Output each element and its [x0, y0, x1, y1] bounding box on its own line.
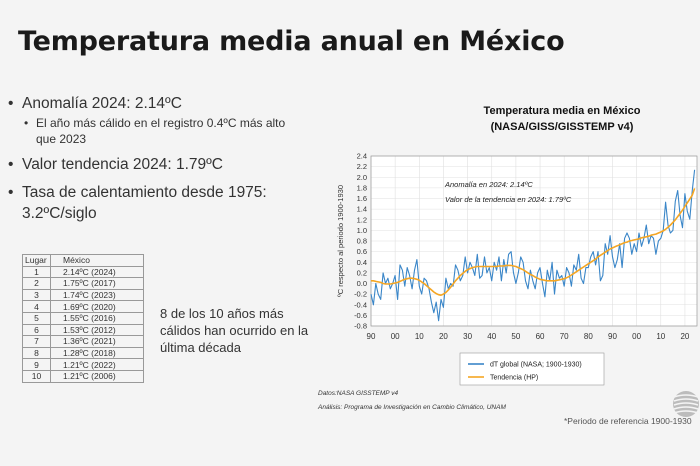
- y-tick-label: -0.4: [354, 300, 367, 309]
- value-cell: 1.21ºC (2006): [50, 369, 144, 383]
- x-tick-label: 50: [511, 332, 520, 341]
- y-tick-label: -0.8: [354, 322, 367, 331]
- annotation-anomaly: Anomalía en 2024: 2.14ºC: [444, 180, 533, 189]
- table-row: 3 1.74ºC (2023): [22, 288, 144, 302]
- table-row: 7 1.36ºC (2021): [22, 335, 144, 348]
- y-tick-label: 2.4: [357, 152, 367, 161]
- legend-label-dt-global: dT global (NASA; 1900-1930): [490, 362, 582, 369]
- table-row: 6 1.53ºC (2012): [22, 323, 144, 337]
- x-tick-label: 90: [367, 332, 376, 341]
- bullet-list: Anomalía 2024: 2.14ºC El año más cálido …: [8, 94, 308, 224]
- series-line-dt-global: [370, 169, 696, 322]
- x-tick-label: 60: [536, 332, 545, 341]
- y-tick-label: 1.8: [357, 183, 367, 192]
- x-tick-label: 20: [439, 332, 448, 341]
- decade-note: 8 de los 10 años más cálidos han ocurrid…: [160, 306, 309, 355]
- globe-logo-icon: [673, 391, 699, 417]
- y-tick-label: 1.0: [357, 226, 367, 235]
- table-header-row: Lugar México: [22, 254, 144, 267]
- x-tick-label: 40: [487, 332, 496, 341]
- series-line-trend: [371, 188, 696, 297]
- legend-box: [459, 352, 605, 386]
- y-tick-label: 2.2: [357, 162, 367, 171]
- x-tick-label: 00: [391, 332, 400, 341]
- globe-logo-stripe: [673, 406, 699, 410]
- bullet-warming-rate: Tasa de calentamiento desde 1975: 3.2ºC/…: [8, 183, 308, 223]
- globe-logo-stripe: [673, 410, 699, 414]
- table-row: 9 1.21ºC (2022): [22, 358, 144, 371]
- globe-logo-stripe: [673, 398, 699, 402]
- globe-logo-circle: [673, 391, 699, 417]
- globe-logo-stripe: [673, 394, 699, 398]
- y-tick-label: -0.6: [354, 311, 367, 320]
- x-tick-label: 90: [608, 332, 617, 341]
- chart-title-line-1: Temperatura media en México: [483, 105, 641, 117]
- chart-title-line-2: (NASA/GISS/GISSTEMP v4): [490, 120, 634, 133]
- y-axis-label: ºC respecto al periodo 1900-1930: [336, 185, 345, 297]
- x-tick-label: 00: [632, 332, 641, 341]
- ranking-table: Lugar México 1 2.14ºC (2024) 2 1.75ºC (2017) 3…: [22, 254, 144, 383]
- y-tick-label: 0.2: [357, 268, 367, 277]
- x-tick-label: 70: [560, 332, 569, 341]
- data-source: Datos:NASA GISSTEMP v4: [318, 390, 399, 397]
- y-tick-label: 0.8: [357, 237, 367, 246]
- plot-frame: [370, 155, 698, 327]
- y-tick-label: 2.0: [357, 173, 367, 182]
- legend-label-trend: Tendencia (HP): [490, 375, 538, 382]
- x-tick-label: 80: [584, 332, 593, 341]
- table-row: 10 1.21ºC (2006): [22, 369, 144, 383]
- reference-footnote: *Periodo de referencia 1900-1930: [564, 416, 692, 426]
- annotation-trend: Valor de la tendencia en 2024: 1.79ºC: [445, 195, 572, 204]
- rank-cell: 10: [22, 369, 51, 383]
- chart-title: Temperatura media en México (NASA/GISS/G…: [432, 104, 692, 136]
- y-tick-label: 0.6: [357, 247, 367, 256]
- x-tick-label: 20: [680, 332, 689, 341]
- x-tick-label: 10: [415, 332, 424, 341]
- y-tick-label: 1.2: [357, 215, 367, 224]
- y-tick-label: 0.4: [357, 258, 367, 267]
- y-tick-label: -0.2: [354, 290, 367, 299]
- x-tick-label: 10: [656, 332, 665, 341]
- y-tick-label: 1.6: [357, 194, 367, 203]
- globe-logo-stripe: [673, 402, 699, 406]
- y-tick-label: 0.0: [357, 279, 367, 288]
- sub-bullet-warmest-year: El año más cálido en el registro 0.4ºC m…: [8, 116, 308, 147]
- bullet-trend-value: Valor tendencia 2024: 1.79ºC: [8, 155, 308, 175]
- slide-title: Temperatura media anual en México: [18, 26, 565, 57]
- x-tick-label: 30: [463, 332, 472, 341]
- y-tick-label: 1.4: [357, 205, 367, 214]
- bullet-anomaly: Anomalía 2024: 2.14ºC: [8, 94, 308, 114]
- table-row: 2 1.75ºC (2017): [22, 277, 144, 290]
- analysis-source: Análisis: Programa de Investigación en C…: [318, 404, 506, 411]
